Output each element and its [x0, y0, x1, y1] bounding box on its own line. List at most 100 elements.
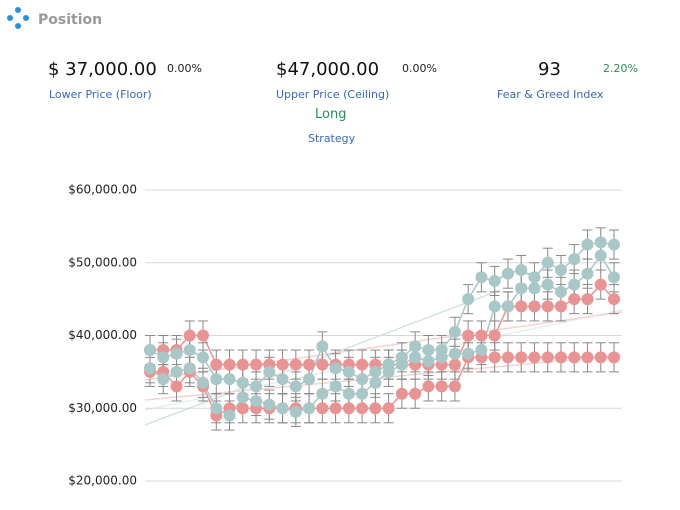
- data-point: [581, 238, 594, 251]
- data-point: [554, 351, 567, 364]
- data-point: [303, 358, 316, 371]
- y-tick-label: $30,000.00: [68, 401, 137, 415]
- data-point: [435, 344, 448, 357]
- logo-icon: [7, 7, 29, 29]
- data-point: [356, 358, 369, 371]
- data-point: [183, 362, 196, 375]
- data-point: [608, 351, 620, 364]
- y-tick-label: $60,000.00: [68, 183, 137, 197]
- data-point: [289, 405, 302, 418]
- data-point: [157, 373, 170, 386]
- data-point: [541, 300, 554, 313]
- data-point: [210, 373, 223, 386]
- data-point: [236, 402, 249, 415]
- data-point: [515, 300, 528, 313]
- data-point: [594, 351, 607, 364]
- data-point: [395, 387, 408, 400]
- data-point: [608, 238, 620, 251]
- data-point: [488, 351, 501, 364]
- data-point: [316, 340, 329, 353]
- stat-change: 0.00%: [402, 62, 437, 75]
- data-point: [608, 293, 620, 306]
- y-tick-label: $20,000.00: [68, 474, 137, 488]
- stat-label: Upper Price (Ceiling): [276, 88, 390, 101]
- data-point: [475, 329, 488, 342]
- data-point: [581, 267, 594, 280]
- data-point: [409, 340, 422, 353]
- data-point: [515, 264, 528, 277]
- data-point: [382, 402, 395, 415]
- data-point: [263, 398, 276, 411]
- data-point: [342, 365, 355, 378]
- y-tick-label: $50,000.00: [68, 255, 137, 269]
- data-point: [170, 380, 183, 393]
- data-point: [528, 300, 541, 313]
- data-point: [568, 253, 581, 266]
- data-point: [581, 351, 594, 364]
- data-point: [223, 358, 236, 371]
- data-point: [170, 347, 183, 360]
- data-point: [356, 387, 369, 400]
- data-point: [289, 358, 302, 371]
- stat-value: $ 37,000.00: [48, 59, 157, 80]
- data-point: [515, 282, 528, 295]
- data-point: [462, 329, 475, 342]
- data-point: [462, 293, 475, 306]
- data-point: [594, 236, 607, 249]
- data-point: [382, 358, 395, 371]
- stat-value: $47,000.00: [276, 59, 380, 80]
- data-point: [528, 282, 541, 295]
- data-point: [289, 380, 302, 393]
- data-point: [448, 358, 461, 371]
- data-point: [568, 351, 581, 364]
- data-point: [183, 344, 196, 357]
- data-point: [276, 373, 289, 386]
- data-point: [422, 380, 435, 393]
- data-point: [250, 358, 263, 371]
- data-point: [236, 391, 249, 404]
- data-point: [568, 278, 581, 291]
- trend-line: [144, 354, 623, 401]
- y-tick-label: $40,000.00: [68, 328, 137, 342]
- data-point: [329, 362, 342, 375]
- data-point: [223, 409, 236, 422]
- data-point: [144, 362, 156, 375]
- data-point: [276, 358, 289, 371]
- data-point: [263, 365, 276, 378]
- data-point: [329, 402, 342, 415]
- data-point: [223, 373, 236, 386]
- data-point: [594, 249, 607, 262]
- data-point: [395, 351, 408, 364]
- data-point: [236, 376, 249, 389]
- data-point: [541, 256, 554, 269]
- stat-change: 0.00%: [167, 62, 202, 75]
- trend-line: [144, 311, 623, 381]
- data-point: [528, 351, 541, 364]
- data-point: [342, 402, 355, 415]
- data-point: [554, 300, 567, 313]
- data-point: [581, 293, 594, 306]
- data-point: [448, 380, 461, 393]
- data-point: [144, 344, 156, 357]
- data-point: [541, 278, 554, 291]
- data-point: [356, 373, 369, 386]
- trend-line: [144, 309, 623, 411]
- data-point: [210, 358, 223, 371]
- data-point: [488, 274, 501, 287]
- data-point: [462, 347, 475, 360]
- data-point: [210, 402, 223, 415]
- data-point: [329, 380, 342, 393]
- title: Position: [38, 12, 103, 28]
- data-point: [568, 293, 581, 306]
- data-point: [183, 329, 196, 342]
- data-point: [501, 267, 514, 280]
- data-point: [475, 271, 488, 284]
- data-point: [197, 376, 210, 389]
- stat-label: Lower Price (Floor): [49, 88, 152, 101]
- data-point: [157, 351, 170, 364]
- stat-value: 93: [538, 59, 561, 80]
- data-point: [435, 380, 448, 393]
- data-point: [501, 300, 514, 313]
